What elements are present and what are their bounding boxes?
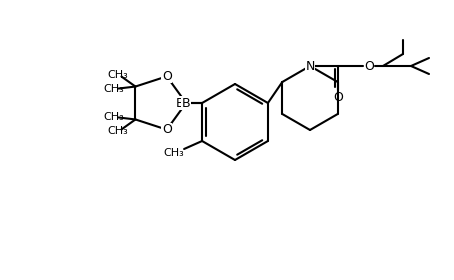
Text: O: O bbox=[364, 60, 374, 73]
Text: B: B bbox=[176, 97, 184, 109]
Text: O: O bbox=[162, 123, 172, 136]
Text: O: O bbox=[162, 70, 172, 83]
Text: CH₃: CH₃ bbox=[107, 69, 128, 80]
Text: CH₃: CH₃ bbox=[103, 113, 124, 122]
Text: CH₃: CH₃ bbox=[103, 83, 124, 94]
Text: N: N bbox=[305, 60, 315, 73]
Text: CH₃: CH₃ bbox=[107, 127, 128, 136]
Text: B: B bbox=[182, 97, 190, 109]
Text: CH₃: CH₃ bbox=[164, 148, 184, 158]
Text: O: O bbox=[333, 90, 343, 104]
